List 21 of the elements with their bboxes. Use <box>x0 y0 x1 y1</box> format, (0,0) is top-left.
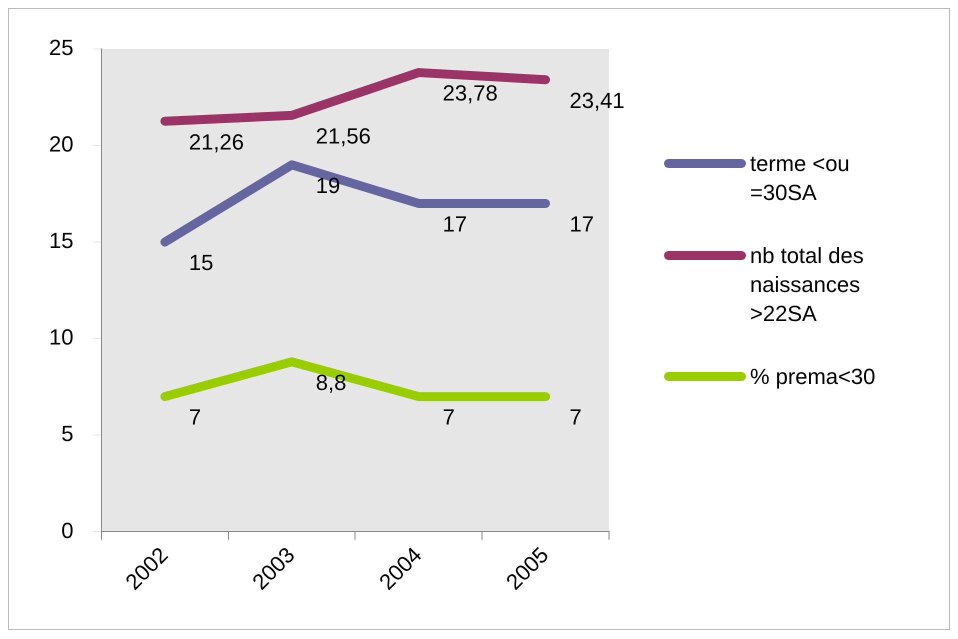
y-tick-label: 5 <box>61 421 74 446</box>
data-label: 21,26 <box>188 129 244 154</box>
legend-label: nb total des naissances >22SA <box>750 242 865 328</box>
data-label: 19 <box>316 172 340 198</box>
y-tick-label: 15 <box>48 228 74 254</box>
y-tick-label: 10 <box>48 324 74 350</box>
data-label: 21,56 <box>316 123 371 148</box>
y-tick-label: 0 <box>61 518 74 543</box>
y-tick-label: 25 <box>48 35 74 60</box>
data-label: 7 <box>570 404 582 430</box>
data-label: 23,41 <box>570 88 625 113</box>
data-label: 17 <box>442 212 468 237</box>
legend-label: terme <ou =30SA <box>750 150 851 207</box>
y-tick-label: 20 <box>48 132 74 157</box>
data-label: 17 <box>570 212 594 237</box>
data-label: 15 <box>188 250 214 276</box>
data-label: 23,78 <box>442 80 498 106</box>
data-label: 7 <box>188 404 202 430</box>
legend-label: % prema<30 <box>750 363 876 391</box>
data-label: 8,8 <box>316 370 346 395</box>
data-label: 7 <box>442 404 455 430</box>
